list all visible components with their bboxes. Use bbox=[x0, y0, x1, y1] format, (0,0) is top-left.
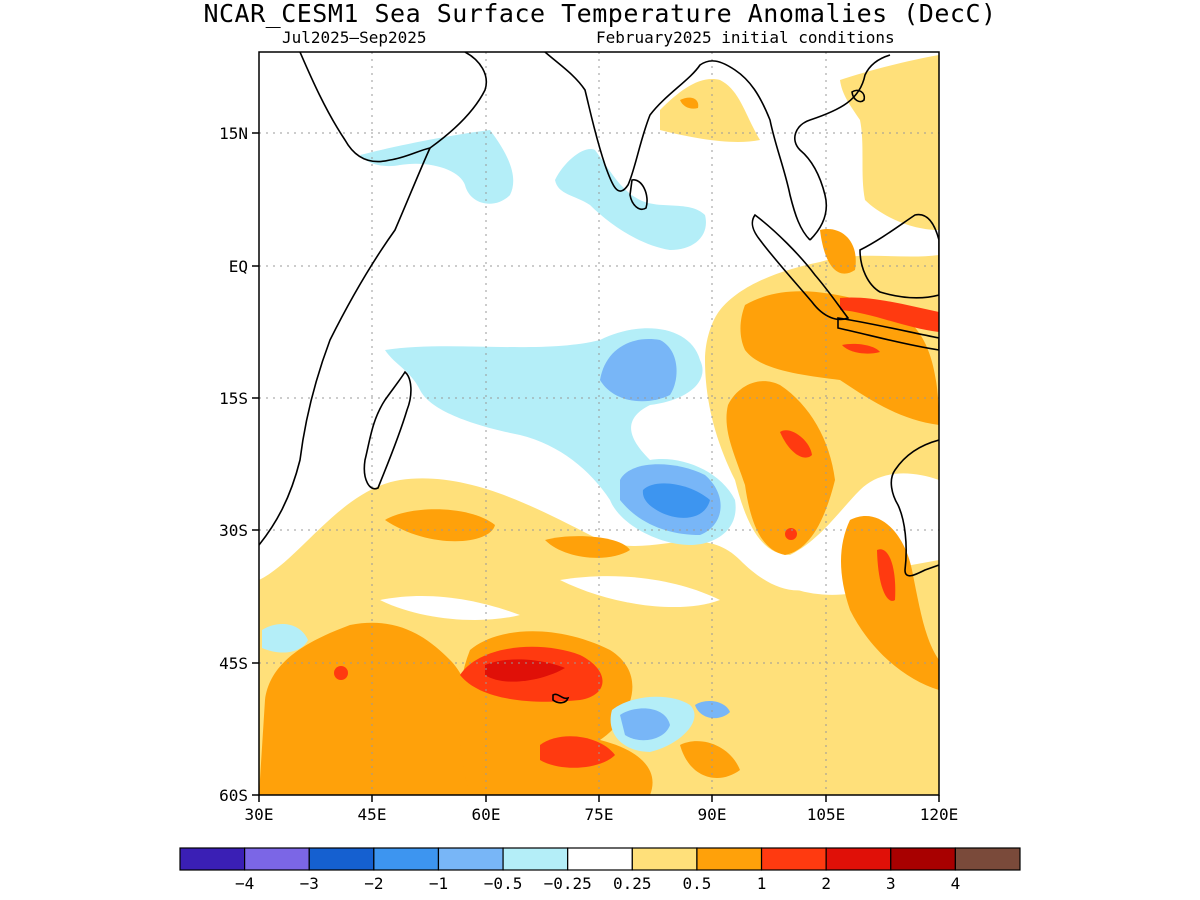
colorbar-label: −4 bbox=[235, 874, 254, 893]
colorbar-swatch bbox=[244, 847, 310, 871]
colorbar bbox=[179, 847, 1021, 871]
anomaly-blob-red bbox=[842, 343, 880, 354]
anomaly-blob-orange bbox=[740, 291, 939, 425]
sumatra-coastline bbox=[751, 213, 850, 321]
arabia-coastline bbox=[429, 52, 487, 149]
neutral-patch bbox=[760, 566, 870, 595]
latitude-labels: 15N EQ 15S 30S 45S 60S bbox=[219, 124, 248, 805]
southeast-asia-coastline bbox=[794, 54, 891, 241]
anomaly-blob-red bbox=[540, 736, 615, 768]
lat-label: 15N bbox=[219, 124, 248, 143]
colorbar-swatch bbox=[954, 847, 1021, 871]
lat-label: 45S bbox=[219, 654, 248, 673]
colorbar-swatch bbox=[631, 847, 698, 871]
lat-label: 30S bbox=[219, 521, 248, 540]
gridlines bbox=[259, 52, 939, 795]
kerguelen-island bbox=[552, 693, 570, 704]
anomaly-blob-blue bbox=[620, 708, 670, 741]
anomaly-blob-blue bbox=[600, 339, 677, 402]
colorbar-label: −0.5 bbox=[484, 874, 523, 893]
colorbar-label: 1 bbox=[757, 874, 767, 893]
neutral-patch bbox=[380, 595, 520, 620]
colorbar-label: 0.25 bbox=[613, 874, 652, 893]
hainan-island bbox=[851, 89, 866, 103]
lon-label: 120E bbox=[920, 805, 959, 824]
colorbar-label: −2 bbox=[364, 874, 383, 893]
lat-label: 15S bbox=[219, 389, 248, 408]
colorbar-label: −0.25 bbox=[544, 874, 592, 893]
colorbar-swatch bbox=[567, 847, 633, 871]
india-coastline bbox=[544, 52, 811, 241]
anomaly-blob-orange bbox=[680, 741, 740, 778]
axis-ticks bbox=[252, 132, 940, 802]
lat-label: EQ bbox=[229, 257, 248, 276]
map-title: NCAR_CESM1 Sea Surface Temperature Anoma… bbox=[203, 0, 997, 28]
colorbar-swatch bbox=[179, 847, 246, 871]
anomaly-blob-orange bbox=[385, 509, 495, 542]
colorbar-label: 2 bbox=[821, 874, 831, 893]
colorbar-swatch bbox=[760, 847, 827, 871]
anomaly-blob-orange bbox=[820, 229, 856, 274]
anomaly-blob-red bbox=[780, 430, 812, 458]
colorbar-swatch bbox=[437, 847, 504, 871]
coastlines bbox=[259, 52, 939, 704]
anomaly-blob-orange bbox=[259, 622, 480, 795]
anomaly-blob-orange bbox=[726, 381, 835, 555]
lon-label: 90E bbox=[698, 805, 727, 824]
colorbar-swatch bbox=[825, 847, 892, 871]
anomaly-blob-orange bbox=[680, 97, 699, 109]
anomaly-blob-darkred bbox=[485, 659, 565, 682]
colorbar-label: −1 bbox=[429, 874, 448, 893]
lon-label: 45E bbox=[358, 805, 387, 824]
lon-label: 30E bbox=[245, 805, 274, 824]
anomaly-spot-red bbox=[785, 528, 797, 540]
anomaly-blob-blue bbox=[695, 700, 730, 719]
colorbar-label: 3 bbox=[886, 874, 896, 893]
anomaly-blob-red bbox=[840, 297, 939, 332]
anomaly-blob-red bbox=[877, 549, 896, 601]
colorbar-labels: −4 −3 −2 −1 −0.5 −0.25 0.25 0.5 1 2 3 4 bbox=[235, 874, 960, 893]
colorbar-label: −3 bbox=[300, 874, 319, 893]
anomaly-blob-mid-blue bbox=[642, 483, 710, 518]
anomaly-blob-cyan bbox=[262, 624, 308, 653]
lon-label: 60E bbox=[472, 805, 501, 824]
madagascar-coastline bbox=[363, 370, 412, 490]
colorbar-label: 4 bbox=[951, 874, 961, 893]
colorbar-swatch bbox=[696, 847, 763, 871]
anomaly-blob-orange bbox=[545, 536, 630, 558]
sri-lanka-coastline bbox=[629, 179, 648, 211]
africa-coastline bbox=[259, 52, 432, 546]
lon-label: 75E bbox=[585, 805, 614, 824]
colorbar-swatch bbox=[502, 847, 569, 871]
colorbar-swatch bbox=[890, 847, 956, 871]
colorbar-swatch bbox=[373, 847, 440, 871]
longitude-labels: 30E 45E 60E 75E 90E 105E 120E bbox=[245, 805, 959, 824]
colorbar-swatch bbox=[308, 847, 375, 871]
neutral-patch bbox=[560, 576, 720, 608]
lat-label: 60S bbox=[219, 786, 248, 805]
australia-coastline bbox=[890, 439, 939, 577]
lon-label: 105E bbox=[807, 805, 846, 824]
forecast-period: Jul2025–Sep2025 bbox=[282, 28, 427, 47]
java-coastline bbox=[837, 317, 939, 351]
colorbar-label: 0.5 bbox=[682, 874, 711, 893]
anomaly-blob-yellow bbox=[660, 79, 760, 142]
borneo-coastline bbox=[859, 213, 939, 299]
anomaly-spot-red bbox=[334, 666, 348, 680]
anomaly-blob-orange bbox=[841, 516, 939, 690]
initial-conditions: February2025 initial conditions bbox=[596, 28, 895, 47]
anomaly-blob-cyan bbox=[360, 130, 514, 204]
